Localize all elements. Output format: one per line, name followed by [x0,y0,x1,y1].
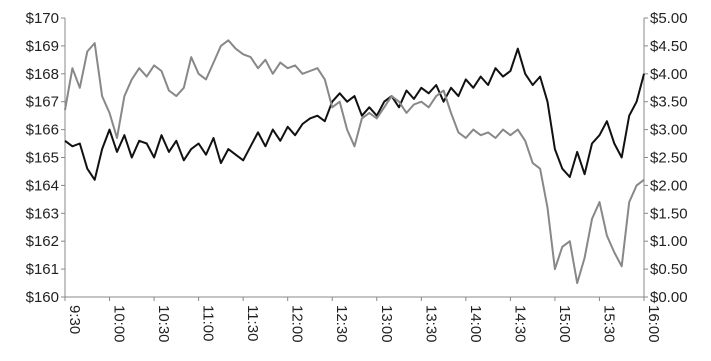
x-tick-label: 9:30 [66,305,83,334]
left-tick-label: $167 [26,94,59,111]
right-tick-label: $1.00 [650,233,688,250]
x-tick-label: 10:30 [155,305,172,343]
x-tick-label: 12:00 [289,305,306,343]
x-axis: 9:30 10:00 10:30 11:00 11:30 12:00 12:30 13:00 1… [64,297,662,343]
left-tick-label: $165 [26,150,59,167]
left-tick-label: $164 [26,177,59,194]
x-tick-label: 15:30 [600,305,617,343]
right-tick-label: $2.50 [650,150,688,167]
x-tick-label: 14:30 [511,305,528,343]
x-tick-label: 12:30 [333,305,350,343]
x-tick-label: 10:00 [111,305,128,343]
series-left-line [64,47,645,181]
right-tick-label: $0.50 [650,261,688,278]
x-tick-label: 16:00 [645,305,662,343]
right-tick-label: $3.50 [650,94,688,111]
left-y-axis: $160 $161 $162 $163 $164 $165 $166 $167 $168 $169… [26,10,65,306]
series-layer [64,39,645,285]
x-tick-label: 11:00 [200,305,217,341]
right-tick-label: $1.50 [650,205,688,222]
right-tick-label: $5.00 [650,10,688,27]
right-y-axis: $0.00 $0.50 $1.00 $1.50 $2.00 $2.50 $3.00 $3.50… [644,10,688,306]
left-tick-label: $163 [26,205,59,222]
right-tick-label: $4.50 [650,38,688,55]
right-tick-label: $4.00 [650,66,688,83]
x-tick-label: 13:30 [422,305,439,343]
left-tick-label: $166 [26,122,59,139]
series-right-line [64,39,645,285]
right-tick-label: $0.00 [650,289,688,306]
left-tick-label: $161 [26,261,59,278]
left-tick-label: $169 [26,38,59,55]
left-tick-label: $162 [26,233,59,250]
right-tick-label: $3.00 [650,122,688,139]
left-tick-label: $170 [26,10,59,27]
x-tick-label: 13:00 [378,305,395,343]
right-tick-label: $2.00 [650,177,688,194]
x-tick-label: 14:00 [467,305,484,343]
left-tick-label: $160 [26,289,59,306]
x-tick-label: 15:00 [556,305,573,343]
x-tick-label: 11:30 [244,305,261,341]
left-tick-label: $168 [26,66,59,83]
